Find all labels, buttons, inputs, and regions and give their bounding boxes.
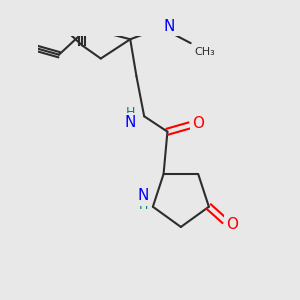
Text: N: N <box>163 19 175 34</box>
Text: H: H <box>126 106 135 119</box>
Text: O: O <box>226 217 238 232</box>
Text: CH₃: CH₃ <box>195 47 215 57</box>
Text: H: H <box>139 199 148 212</box>
Text: N: N <box>124 115 136 130</box>
Text: O: O <box>192 116 204 131</box>
Text: N: N <box>138 188 149 203</box>
